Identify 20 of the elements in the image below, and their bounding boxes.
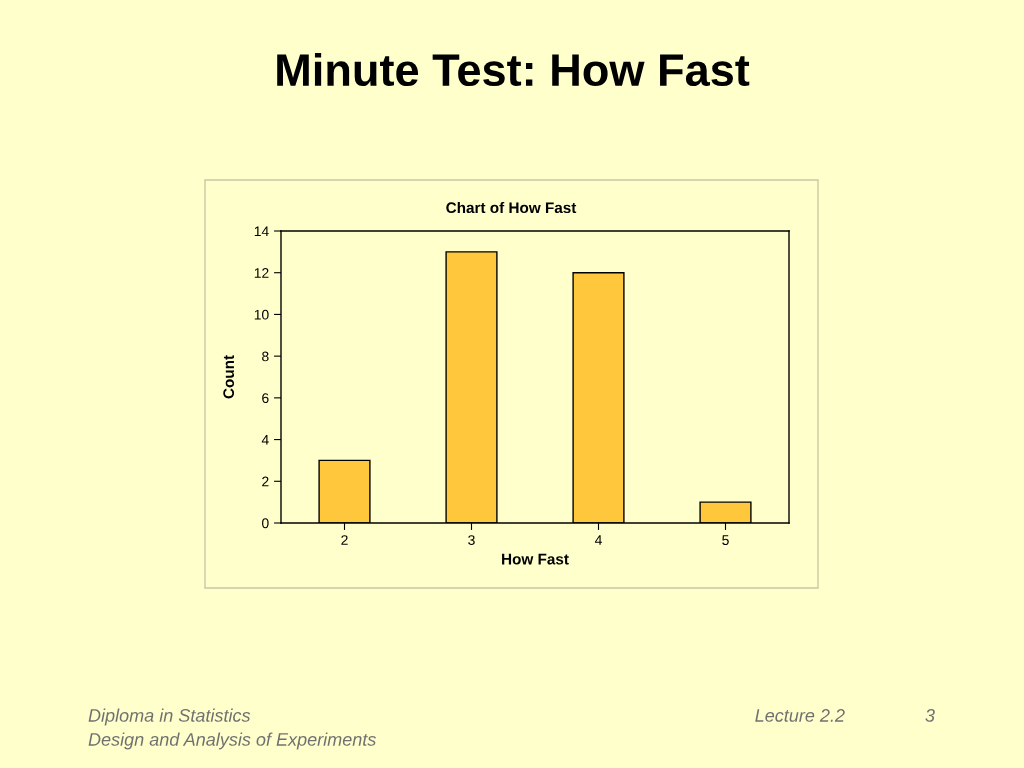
- chart-subtitle: Chart of How Fast: [446, 201, 577, 214]
- text: Lecture 2.2: [755, 709, 845, 722]
- y-tick-label: 14: [254, 226, 269, 237]
- chart-title: Minute Test: How Fast: [277, 52, 750, 87]
- y-tick-label: 10: [254, 309, 269, 320]
- x-axis-title: How Fast: [502, 553, 569, 565]
- x-tick-label: 4: [594, 535, 602, 545]
- y-tick-label: 0: [262, 518, 269, 529]
- text: Design and Analysis of Experiments: [88, 732, 376, 750]
- x-tick-label: 2: [341, 535, 348, 545]
- y-tick-label: 6: [262, 393, 269, 404]
- y-tick-label: 2: [262, 476, 269, 487]
- y-tick-label: 12: [254, 268, 269, 278]
- x-tick-label: 3: [468, 535, 475, 546]
- text: Diploma in Statistics: [88, 708, 251, 726]
- text: 3: [925, 709, 935, 722]
- x-tick-label: 5: [722, 535, 729, 546]
- y-tick-label: 8: [262, 351, 269, 362]
- y-axis-title: Count: [223, 355, 235, 399]
- y-tick-label: 4: [261, 435, 269, 445]
